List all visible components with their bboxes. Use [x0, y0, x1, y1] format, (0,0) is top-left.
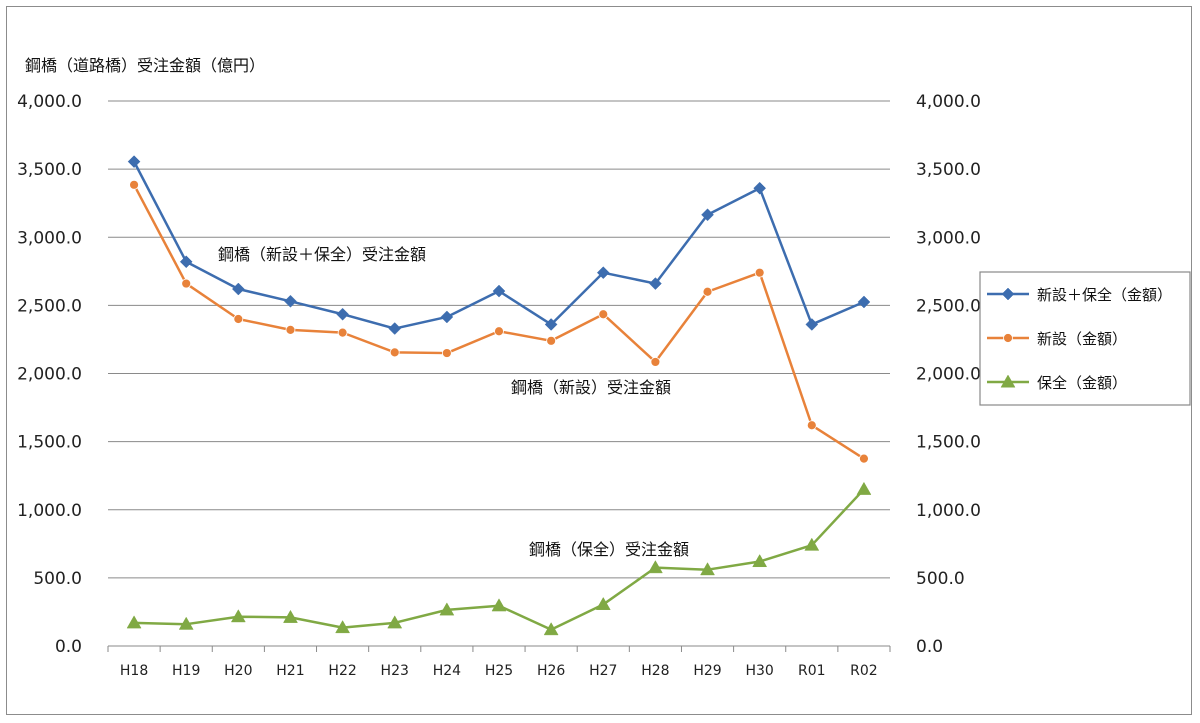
data-point — [546, 335, 557, 346]
x-tick-label: H19 — [172, 663, 200, 679]
series-2 — [126, 481, 872, 636]
y-tick-label-left: 0.0 — [55, 637, 82, 657]
data-point — [387, 615, 403, 629]
y-axis-left-ticks: 0.0 500.0 1,000.0 1,500.0 2,000.0 2,500.0 3,00… — [17, 92, 82, 657]
annotation-new: 鋼橋（新設）受注金額 — [511, 378, 671, 397]
y-tick-label-right: 0.0 — [916, 637, 943, 657]
data-point — [181, 278, 192, 289]
x-tick-label: H30 — [745, 663, 773, 679]
y-tick-label-right: 2,000.0 — [916, 365, 981, 385]
series-1 — [129, 179, 869, 464]
x-tick-label: H29 — [693, 663, 721, 679]
series-0 — [127, 155, 871, 335]
y-tick-label-left: 1,500.0 — [17, 433, 82, 453]
x-tick-label: H27 — [589, 663, 617, 679]
data-point — [804, 537, 820, 551]
data-point — [336, 307, 349, 321]
x-tick-label: H25 — [485, 663, 513, 679]
data-point — [700, 562, 715, 576]
data-point — [491, 598, 507, 612]
x-tick-label: H26 — [537, 663, 565, 679]
x-tick-label: R01 — [798, 663, 826, 679]
series-lines — [126, 155, 872, 636]
legend-label: 新設＋保全（金額） — [1037, 286, 1172, 304]
legend: 新設＋保全（金額） 新設（金額） 保全（金額） — [979, 271, 1191, 406]
data-point — [701, 208, 714, 222]
x-tick-label: H20 — [224, 663, 252, 679]
y-tick-label-left: 1,000.0 — [17, 501, 82, 521]
legend-marker — [1003, 333, 1013, 343]
data-point — [335, 620, 351, 634]
data-point — [337, 327, 348, 338]
series-line — [132, 184, 865, 460]
y-tick-label-right: 3,500.0 — [916, 160, 981, 180]
data-point — [230, 609, 246, 623]
gridlines — [108, 100, 890, 579]
data-point — [649, 277, 662, 290]
legend-label: 保全（金額） — [1037, 374, 1127, 392]
data-point — [702, 286, 713, 297]
y-tick-label-right: 2,500.0 — [916, 296, 981, 316]
y-tick-label-right: 3,000.0 — [916, 228, 981, 248]
data-point — [647, 560, 663, 574]
y-tick-label-right: 4,000.0 — [916, 92, 981, 112]
data-point — [806, 420, 817, 431]
y-tick-label-left: 2,000.0 — [17, 365, 82, 385]
data-point — [283, 609, 298, 623]
y-tick-label-right: 1,000.0 — [916, 501, 981, 521]
x-tick-label: H23 — [381, 663, 409, 679]
x-axis-ticks: H18 H19 H20 H21 H22 H23 H24 H25 H26 H27 H28 H29 H30 R… — [107, 646, 891, 679]
x-tick-label: H22 — [328, 663, 356, 679]
annotation-maintenance: 鋼橋（保全）受注金額 — [529, 540, 689, 559]
data-point — [285, 324, 296, 335]
data-point — [596, 266, 610, 280]
data-point — [127, 155, 141, 168]
data-point — [233, 314, 244, 324]
data-point — [284, 294, 297, 308]
x-tick-label: H18 — [120, 663, 148, 679]
legend-marker — [1001, 287, 1015, 301]
data-point — [543, 622, 559, 636]
data-point — [494, 326, 504, 337]
data-point — [129, 179, 139, 190]
data-point — [389, 347, 400, 358]
y-tick-label-right: 1,500.0 — [916, 433, 981, 453]
data-point — [441, 348, 452, 358]
data-point — [752, 554, 768, 568]
data-point — [439, 602, 455, 616]
data-point — [857, 295, 871, 309]
data-point — [126, 615, 142, 629]
y-tick-label-left: 2,500.0 — [17, 296, 82, 316]
data-point — [231, 282, 245, 296]
data-point — [805, 318, 819, 331]
data-point — [440, 310, 454, 324]
x-tick-label: R02 — [850, 663, 878, 679]
data-point — [544, 318, 558, 331]
y-axis-right-ticks: 0.0 500.0 1,000.0 1,500.0 2,000.0 2,500.0 3,00… — [916, 92, 981, 657]
y-axis-label: 鋼橋（道路橋）受注金額（億円） — [25, 56, 265, 75]
y-tick-label-left: 3,000.0 — [17, 228, 82, 248]
legend-marker — [1000, 374, 1016, 388]
data-point — [753, 181, 767, 195]
data-point — [650, 357, 661, 367]
data-point — [388, 322, 402, 335]
data-point — [178, 616, 194, 630]
y-tick-label-left: 500.0 — [33, 569, 82, 589]
y-tick-label-left: 4,000.0 — [17, 92, 82, 112]
data-point — [492, 284, 506, 298]
legend-label: 新設（金額） — [1037, 330, 1127, 348]
x-tick-label: H28 — [641, 663, 669, 679]
data-point — [598, 309, 609, 320]
x-tick-label: H21 — [276, 663, 304, 679]
data-point — [859, 453, 869, 464]
y-tick-label-left: 3,500.0 — [17, 160, 82, 180]
data-point — [595, 596, 611, 610]
x-tick-label: H24 — [433, 663, 461, 679]
data-point — [754, 267, 765, 278]
y-tick-label-right: 500.0 — [916, 569, 965, 589]
data-point — [179, 255, 193, 269]
annotation-total: 鋼橋（新設＋保全）受注金額 — [218, 245, 426, 264]
data-point — [856, 481, 872, 495]
